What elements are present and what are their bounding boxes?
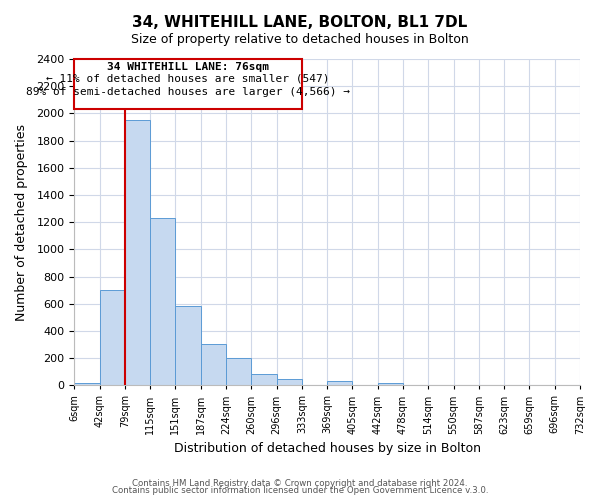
Text: 34 WHITEHILL LANE: 76sqm: 34 WHITEHILL LANE: 76sqm xyxy=(107,62,269,72)
Bar xyxy=(277,379,302,386)
Text: Contains HM Land Registry data © Crown copyright and database right 2024.: Contains HM Land Registry data © Crown c… xyxy=(132,478,468,488)
Bar xyxy=(251,374,277,386)
Text: ← 11% of detached houses are smaller (547): ← 11% of detached houses are smaller (54… xyxy=(46,74,330,84)
Bar xyxy=(150,218,175,386)
FancyBboxPatch shape xyxy=(74,59,302,110)
Bar xyxy=(327,380,352,386)
Text: 89% of semi-detached houses are larger (4,566) →: 89% of semi-detached houses are larger (… xyxy=(26,88,350,98)
Bar xyxy=(378,383,403,386)
Y-axis label: Number of detached properties: Number of detached properties xyxy=(15,124,28,320)
Bar xyxy=(125,120,150,386)
Bar xyxy=(74,383,100,386)
Bar xyxy=(226,358,251,386)
Bar xyxy=(201,344,226,386)
Text: Size of property relative to detached houses in Bolton: Size of property relative to detached ho… xyxy=(131,32,469,46)
Bar xyxy=(175,306,201,386)
Text: 34, WHITEHILL LANE, BOLTON, BL1 7DL: 34, WHITEHILL LANE, BOLTON, BL1 7DL xyxy=(133,15,467,30)
Bar xyxy=(100,290,125,386)
X-axis label: Distribution of detached houses by size in Bolton: Distribution of detached houses by size … xyxy=(173,442,481,455)
Text: Contains public sector information licensed under the Open Government Licence v.: Contains public sector information licen… xyxy=(112,486,488,495)
